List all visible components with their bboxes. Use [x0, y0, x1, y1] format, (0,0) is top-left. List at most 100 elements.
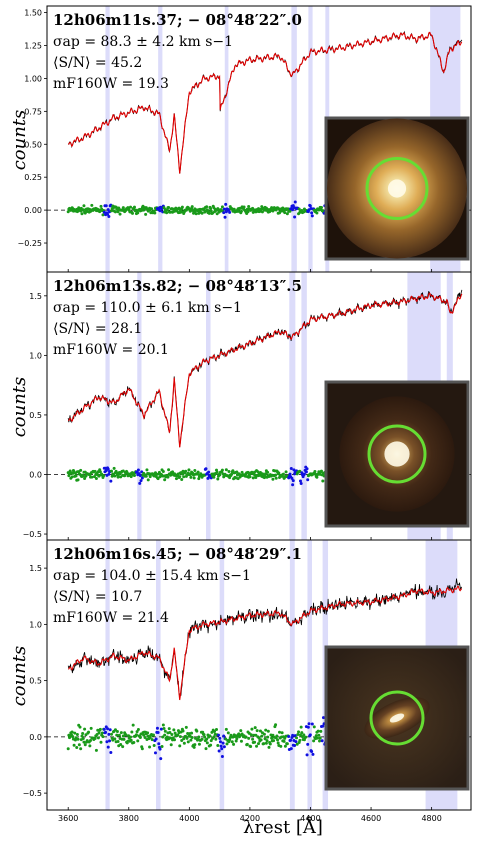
- residual-point: [129, 475, 133, 479]
- panel-title: 12h06m11s.37; − 08°48′22″.0: [53, 11, 302, 29]
- residual-point: [185, 736, 189, 740]
- residual-point: [178, 744, 182, 748]
- panel-annotation: mF160W = 19.3: [53, 76, 169, 92]
- residual-point: [113, 728, 117, 732]
- residual-point: [132, 205, 136, 209]
- residual-point: [172, 728, 176, 732]
- residual-point: [203, 735, 207, 739]
- x-tick-label: 4800: [421, 814, 441, 823]
- residual-point: [281, 472, 285, 476]
- residual-point: [90, 475, 94, 479]
- residual-point: [134, 733, 138, 737]
- residual-point: [305, 467, 309, 471]
- residual-point: [102, 210, 106, 214]
- residual-point: [224, 202, 228, 206]
- residual-point: [220, 205, 224, 209]
- spectrum-panel-3: 1.5 1.0 0.5 0.0 −0.5 3600 3800 4000 4200 4400 4600…: [23, 539, 472, 823]
- residual-point: [220, 468, 224, 472]
- residual-point: [319, 469, 323, 473]
- residual-point: [320, 739, 324, 743]
- residual-point: [282, 739, 286, 743]
- residual-point: [205, 741, 209, 745]
- residual-point: [99, 740, 103, 744]
- residual-point: [167, 468, 171, 472]
- residual-point: [163, 729, 167, 733]
- residual-point: [235, 470, 239, 474]
- spectrum-panel-2: 1.5 1.0 0.5 0.0 −0.5 12h06m13s.82; − 08°48′13…: [23, 271, 472, 541]
- residual-point: [155, 726, 159, 730]
- residual-point: [79, 468, 83, 472]
- residual-point: [70, 475, 74, 479]
- residual-point: [73, 738, 77, 742]
- residual-point: [189, 475, 193, 479]
- residual-point: [228, 210, 232, 214]
- residual-point: [305, 753, 309, 757]
- y-tick-label: 0.0: [29, 470, 42, 479]
- residual-point: [110, 469, 114, 473]
- residual-point: [302, 472, 306, 476]
- residual-point: [105, 740, 109, 744]
- residual-point: [190, 736, 194, 740]
- masked-band: [158, 6, 163, 272]
- masked-band: [289, 540, 295, 810]
- residual-point: [129, 205, 133, 209]
- residual-point: [138, 474, 142, 478]
- residual-point: [178, 475, 182, 479]
- residual-point: [182, 737, 186, 741]
- residual-point: [284, 470, 288, 474]
- residual-point: [262, 742, 266, 746]
- residual-point: [80, 734, 84, 738]
- y-tick-label: 0.5: [29, 411, 42, 420]
- residual-point: [161, 723, 165, 727]
- residual-point: [293, 200, 297, 204]
- residual-point: [97, 731, 101, 735]
- residual-point: [169, 736, 173, 740]
- residual-point: [288, 209, 292, 213]
- residual-point: [106, 745, 110, 749]
- residual-point: [213, 730, 217, 734]
- residual-point: [98, 727, 102, 731]
- residual-point: [109, 479, 113, 483]
- residual-point: [316, 736, 320, 740]
- residual-point: [174, 477, 178, 481]
- galaxy-inset-image: [324, 116, 470, 261]
- residual-point: [216, 744, 220, 748]
- residual-point: [113, 474, 117, 478]
- galaxy-inset-image: [324, 380, 470, 528]
- residual-point: [136, 211, 140, 215]
- residual-point: [152, 743, 156, 747]
- residual-point: [264, 728, 268, 732]
- residual-point: [83, 743, 87, 747]
- residual-point: [222, 734, 226, 738]
- residual-point: [116, 740, 120, 744]
- residual-point: [176, 733, 180, 737]
- residual-point: [196, 470, 200, 474]
- residual-point: [190, 205, 194, 209]
- residual-point: [169, 743, 173, 747]
- residual-point: [192, 745, 196, 749]
- residual-point: [218, 740, 222, 744]
- residual-point: [253, 726, 257, 730]
- residual-point: [276, 741, 280, 745]
- residual-point: [158, 475, 162, 479]
- residual-point: [306, 742, 310, 746]
- residual-point: [195, 729, 199, 733]
- residual-point: [206, 476, 210, 480]
- residual-point: [291, 208, 295, 212]
- residual-point: [239, 209, 243, 213]
- residual-point: [186, 740, 190, 744]
- residual-point: [251, 737, 255, 741]
- residual-point: [306, 478, 310, 482]
- y-tick-label: −0.25: [17, 239, 42, 248]
- residual-point: [207, 470, 211, 474]
- residual-point: [310, 214, 314, 218]
- residual-point: [156, 730, 160, 734]
- residual-point: [173, 731, 177, 735]
- panel-annotation: σap = 110.0 ± 6.1 km s−1: [53, 300, 242, 316]
- residual-point: [212, 735, 216, 739]
- residual-point: [288, 472, 292, 476]
- residual-point: [230, 472, 234, 476]
- residual-point: [222, 745, 226, 749]
- residual-point: [310, 722, 314, 726]
- residual-point: [81, 731, 85, 735]
